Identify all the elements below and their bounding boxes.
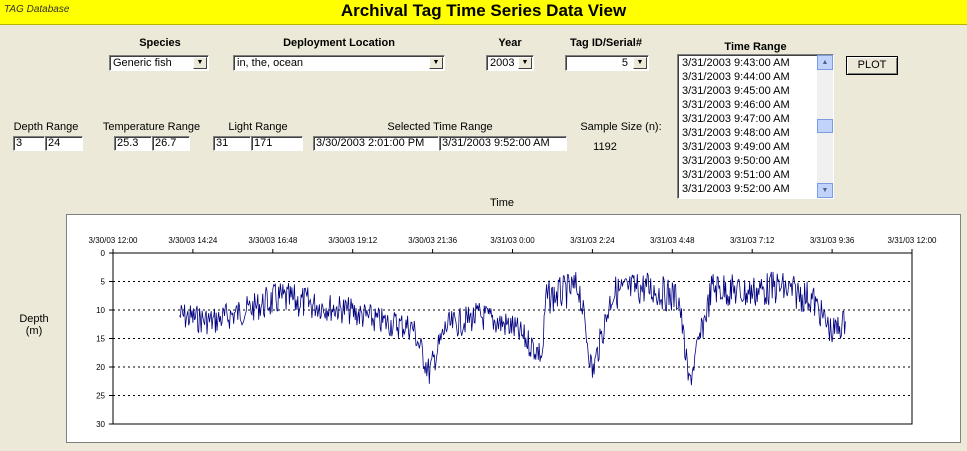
x-tick-label: 3/30/03 12:00: [89, 236, 138, 245]
chevron-down-icon[interactable]: ▼: [429, 57, 443, 69]
year-value: 2003: [490, 57, 515, 69]
time-range-label: Time Range: [724, 41, 787, 53]
selected-end-field[interactable]: 3/31/2003 9:52:00 AM: [439, 136, 567, 151]
species-select[interactable]: Generic fish ▼: [109, 55, 209, 71]
temp-range-label: Temperature Range: [102, 121, 201, 133]
time-range-item[interactable]: 3/31/2003 9:45:00 AM: [682, 85, 790, 97]
scroll-up-icon[interactable]: ▲: [817, 55, 833, 70]
light-range-label: Light Range: [228, 121, 288, 133]
year-select[interactable]: 2003 ▼: [486, 55, 534, 71]
time-range-item[interactable]: 3/31/2003 9:50:00 AM: [682, 155, 790, 167]
y-tick-label: 30: [96, 420, 105, 429]
y-axis-label-line-2: (m): [25, 325, 43, 337]
tag-label: Tag ID/Serial#: [570, 37, 642, 49]
vertical-scrollbar[interactable]: ▲ ▼: [817, 55, 833, 198]
depth-chart-svg: 0 5 10 15 20 25 30 3/30/03 12:00 3/30/03 14:24 3/…: [89, 236, 937, 429]
time-range-item[interactable]: 3/31/2003 9:43:00 AM: [682, 57, 790, 69]
selected-time-range-label: Selected Time Range: [387, 121, 493, 133]
x-tick-label: 3/31/03 7:12: [730, 236, 775, 245]
x-tick-label: 3/31/03 9:36: [810, 236, 855, 245]
chevron-down-icon[interactable]: ▼: [518, 57, 532, 69]
temp-min-field[interactable]: 25.3: [114, 136, 152, 151]
species-value: Generic fish: [113, 57, 172, 69]
time-range-item[interactable]: 3/31/2003 9:47:00 AM: [682, 113, 790, 125]
y-tick-label: 25: [96, 392, 105, 401]
scroll-down-icon[interactable]: ▼: [817, 183, 833, 198]
depth-min-field[interactable]: 3: [13, 136, 45, 151]
location-label: Deployment Location: [283, 37, 395, 49]
depth-max-field[interactable]: 24: [45, 136, 83, 151]
x-tick-label: 3/31/03 0:00: [490, 236, 535, 245]
tag-select[interactable]: 5 ▼: [565, 55, 649, 71]
temp-max-field[interactable]: 26.7: [152, 136, 190, 151]
sample-size-value: 1192: [593, 141, 617, 153]
app-name: TAG Database: [4, 4, 70, 15]
time-range-item[interactable]: 3/31/2003 9:51:00 AM: [682, 169, 790, 181]
time-range-item[interactable]: 3/31/2003 9:44:00 AM: [682, 71, 790, 83]
selected-start-field[interactable]: 3/30/2003 2:01:00 PM: [313, 136, 439, 151]
chart-title: Time: [489, 197, 515, 209]
x-tick-label: 3/30/03 19:12: [328, 236, 377, 245]
y-tick-label: 10: [96, 306, 105, 315]
y-tick-label: 0: [101, 249, 106, 258]
plot-area: [112, 252, 913, 425]
x-tick-label: 3/30/03 14:24: [168, 236, 217, 245]
chevron-down-icon[interactable]: ▼: [193, 57, 207, 69]
scroll-thumb[interactable]: [817, 119, 833, 133]
depth-chart: 0 5 10 15 20 25 30 3/30/03 12:00 3/30/03 14:24 3/…: [66, 214, 961, 443]
page-title: Archival Tag Time Series Data View: [340, 1, 627, 20]
tag-value: 5: [621, 57, 628, 69]
location-select[interactable]: in, the, ocean ▼: [233, 55, 445, 71]
time-range-item[interactable]: 3/31/2003 9:52:00 AM: [682, 183, 790, 195]
sample-size-label: Sample Size (n):: [580, 121, 662, 133]
x-tick-label: 3/30/03 21:36: [408, 236, 457, 245]
light-max-field[interactable]: 171: [251, 136, 303, 151]
x-tick-label: 3/31/03 2:24: [570, 236, 615, 245]
depth-range-label: Depth Range: [13, 121, 79, 133]
y-tick-label: 20: [96, 363, 105, 372]
species-label: Species: [139, 37, 181, 49]
time-range-item[interactable]: 3/31/2003 9:49:00 AM: [682, 141, 790, 153]
time-range-item[interactable]: 3/31/2003 9:46:00 AM: [682, 99, 790, 111]
location-value: in, the, ocean: [237, 57, 304, 69]
year-label: Year: [498, 37, 522, 49]
time-range-item[interactable]: 3/31/2003 9:48:00 AM: [682, 127, 790, 139]
plot-button[interactable]: PLOT: [846, 56, 898, 75]
y-axis-label-line-1: Depth: [19, 313, 49, 325]
title-bar: TAG Database Archival Tag Time Series Da…: [0, 0, 967, 25]
x-tick-label: 3/31/03 12:00: [888, 236, 937, 245]
x-tick-label: 3/31/03 4:48: [650, 236, 695, 245]
y-axis-label: Depth (m): [10, 313, 58, 337]
light-min-field[interactable]: 31: [213, 136, 251, 151]
y-tick-label: 5: [101, 278, 106, 287]
time-range-list[interactable]: 3/31/2003 9:43:00 AM 3/31/2003 9:44:00 AM…: [677, 54, 834, 199]
depth-series-line: [179, 271, 846, 386]
x-tick-label: 3/30/03 16:48: [248, 236, 297, 245]
y-tick-label: 15: [96, 335, 105, 344]
chevron-down-icon[interactable]: ▼: [633, 57, 647, 69]
